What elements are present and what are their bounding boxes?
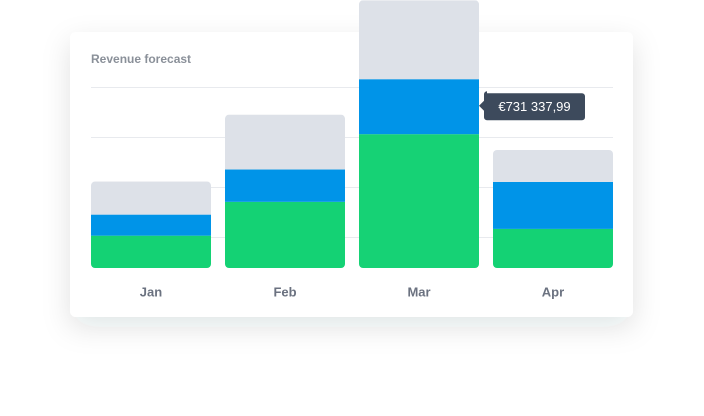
bar-segment <box>91 235 211 268</box>
bars <box>91 0 613 268</box>
bar-segment <box>225 169 345 202</box>
bar-segment <box>493 149 613 182</box>
bar-segment <box>493 228 613 268</box>
tooltip-label: €731 337,99 <box>498 99 570 114</box>
bar-segment <box>359 0 479 80</box>
bar-segment <box>225 114 345 170</box>
bar-stack <box>493 149 613 268</box>
x-tick-label: Apr <box>542 284 564 299</box>
bar-stack <box>91 181 211 268</box>
bar-stack <box>225 114 345 268</box>
bar-stack <box>359 0 479 268</box>
bar-segment <box>225 201 345 268</box>
bar-segment <box>493 181 613 229</box>
bar-segment <box>359 79 479 135</box>
bar-segment <box>91 214 211 236</box>
tooltip: €731 337,99 <box>479 91 585 121</box>
bar-segment <box>359 134 479 268</box>
x-tick-label: Mar <box>407 284 430 299</box>
x-tick-label: Feb <box>273 284 296 299</box>
chart-title: Revenue forecast <box>91 52 191 66</box>
bar-segment <box>91 181 211 215</box>
tooltip-box <box>479 91 585 121</box>
x-tick-label: Jan <box>140 284 162 299</box>
